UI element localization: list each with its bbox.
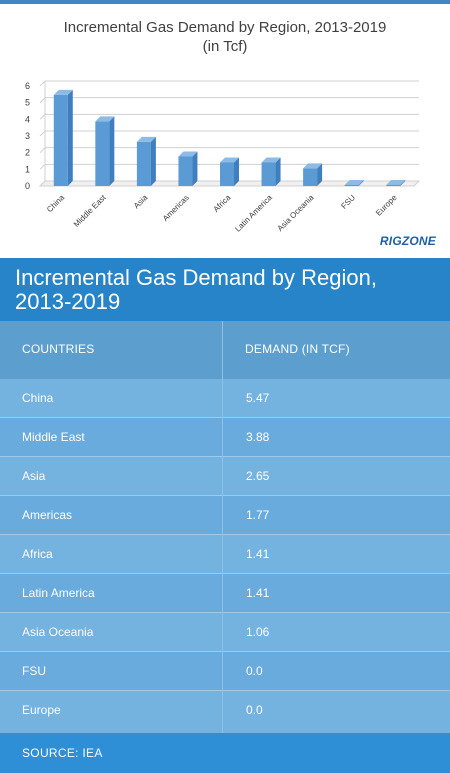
bar-chart-panel: Incremental Gas Demand by Region, 2013-2…	[0, 0, 450, 258]
bar-top	[136, 136, 156, 142]
category-label: Middle East	[72, 193, 108, 229]
country-cell: Latin America	[22, 586, 95, 600]
bar	[178, 156, 193, 186]
source-bar: SOURCE: IEA	[0, 733, 450, 773]
bar	[136, 141, 151, 186]
table-panel: Incremental Gas Demand by Region, 2013-2…	[0, 258, 450, 773]
category-label: Africa	[212, 193, 233, 214]
country-cell: Africa	[22, 547, 53, 561]
bar-top	[53, 89, 73, 95]
table-row: Asia Oceania 1.06	[0, 613, 450, 652]
bar	[344, 185, 359, 186]
bar-chart: 0 1 2 3 4 5 6 China Middle East Asia Americas Afric…	[25, 80, 421, 234]
table-row: Latin America 1.41	[0, 574, 450, 613]
bar	[53, 94, 68, 186]
bar-top	[303, 163, 323, 169]
gridline-side	[39, 147, 46, 154]
chart-title: Incremental Gas Demand by Region, 2013-2…	[63, 19, 387, 36]
column-header-demand: DEMAND (IN TCF)	[245, 342, 350, 356]
bar-side	[317, 163, 323, 186]
country-cell: Asia Oceania	[22, 625, 94, 639]
bar-top	[344, 180, 364, 185]
column-divider	[222, 321, 223, 733]
top-rule	[0, 0, 450, 4]
bar	[303, 168, 318, 186]
category-label: Asia Oceania	[276, 193, 316, 233]
bar-side	[234, 157, 239, 186]
category-label: Americas	[161, 193, 191, 223]
bar-top	[386, 180, 406, 185]
country-cell: Middle East	[22, 430, 85, 444]
bar	[261, 162, 276, 186]
bar-side	[150, 136, 156, 186]
y-tick-label: 1	[25, 164, 30, 174]
demand-cell: 2.65	[246, 469, 270, 483]
country-cell: FSU	[22, 664, 46, 678]
bar-top	[220, 157, 239, 163]
table-row: FSU 0.0	[0, 652, 450, 691]
bar-side	[192, 151, 198, 186]
y-tick-label: 5	[25, 98, 30, 108]
column-header-countries: COUNTRIES	[22, 342, 95, 356]
demand-cell: 1.41	[246, 586, 270, 600]
table-row: Africa 1.41	[0, 535, 450, 574]
category-label: Asia	[132, 193, 150, 211]
demand-table: COUNTRIES DEMAND (IN TCF) China 5.47 Mid…	[0, 321, 450, 733]
country-cell: Europe	[22, 703, 61, 717]
gridline-side	[39, 80, 46, 87]
demand-cell: 0.0	[246, 703, 263, 717]
gridline-side	[39, 97, 46, 104]
y-tick-label: 3	[25, 131, 30, 141]
bar	[220, 162, 234, 186]
y-tick-label: 6	[25, 81, 30, 91]
bar	[386, 185, 401, 186]
bar-side	[67, 89, 73, 186]
table-header-bar: Incremental Gas Demand by Region, 2013-2…	[0, 258, 450, 321]
demand-cell: 0.0	[246, 664, 263, 678]
gridline-side	[39, 113, 46, 120]
country-cell: Asia	[22, 469, 46, 483]
y-tick-label: 2	[25, 148, 30, 158]
table-row: China 5.47	[0, 379, 450, 418]
table-row: Middle East 3.88	[0, 418, 450, 457]
table-row: Americas 1.77	[0, 496, 450, 535]
demand-cell: 1.77	[246, 508, 270, 522]
table-title: Incremental Gas Demand by Region, 2013-2…	[15, 265, 377, 314]
bar-side	[109, 116, 115, 186]
category-label: Latin America	[233, 193, 274, 234]
table-head: COUNTRIES DEMAND (IN TCF)	[0, 321, 450, 380]
gridline-side	[39, 163, 46, 170]
bar-top	[95, 116, 115, 122]
demand-cell: 1.41	[246, 547, 270, 561]
category-label: China	[45, 193, 67, 215]
demand-cell: 5.47	[246, 391, 270, 405]
demand-cell: 3.88	[246, 430, 270, 444]
y-tick-label: 0	[25, 181, 30, 191]
demand-cell: 1.06	[246, 625, 270, 639]
bar-side	[400, 180, 406, 186]
source-text: SOURCE: IEA	[22, 746, 103, 760]
y-tick-label: 4	[25, 114, 30, 124]
bar	[95, 121, 110, 186]
bar-top	[261, 157, 281, 163]
bar-top	[178, 151, 198, 157]
rigzone-logo: RIGZONE	[379, 234, 436, 248]
category-label: Europe	[374, 193, 399, 218]
gridline-side	[39, 130, 46, 137]
chart-subtitle: (in Tcf)	[202, 38, 248, 55]
country-cell: Americas	[22, 508, 73, 522]
table-row: Europe 0.0	[0, 691, 450, 733]
bar-side	[358, 180, 364, 186]
bar-side	[275, 157, 281, 186]
table-row: Asia 2.65	[0, 457, 450, 496]
country-cell: China	[22, 391, 54, 405]
category-label: FSU	[339, 193, 357, 211]
